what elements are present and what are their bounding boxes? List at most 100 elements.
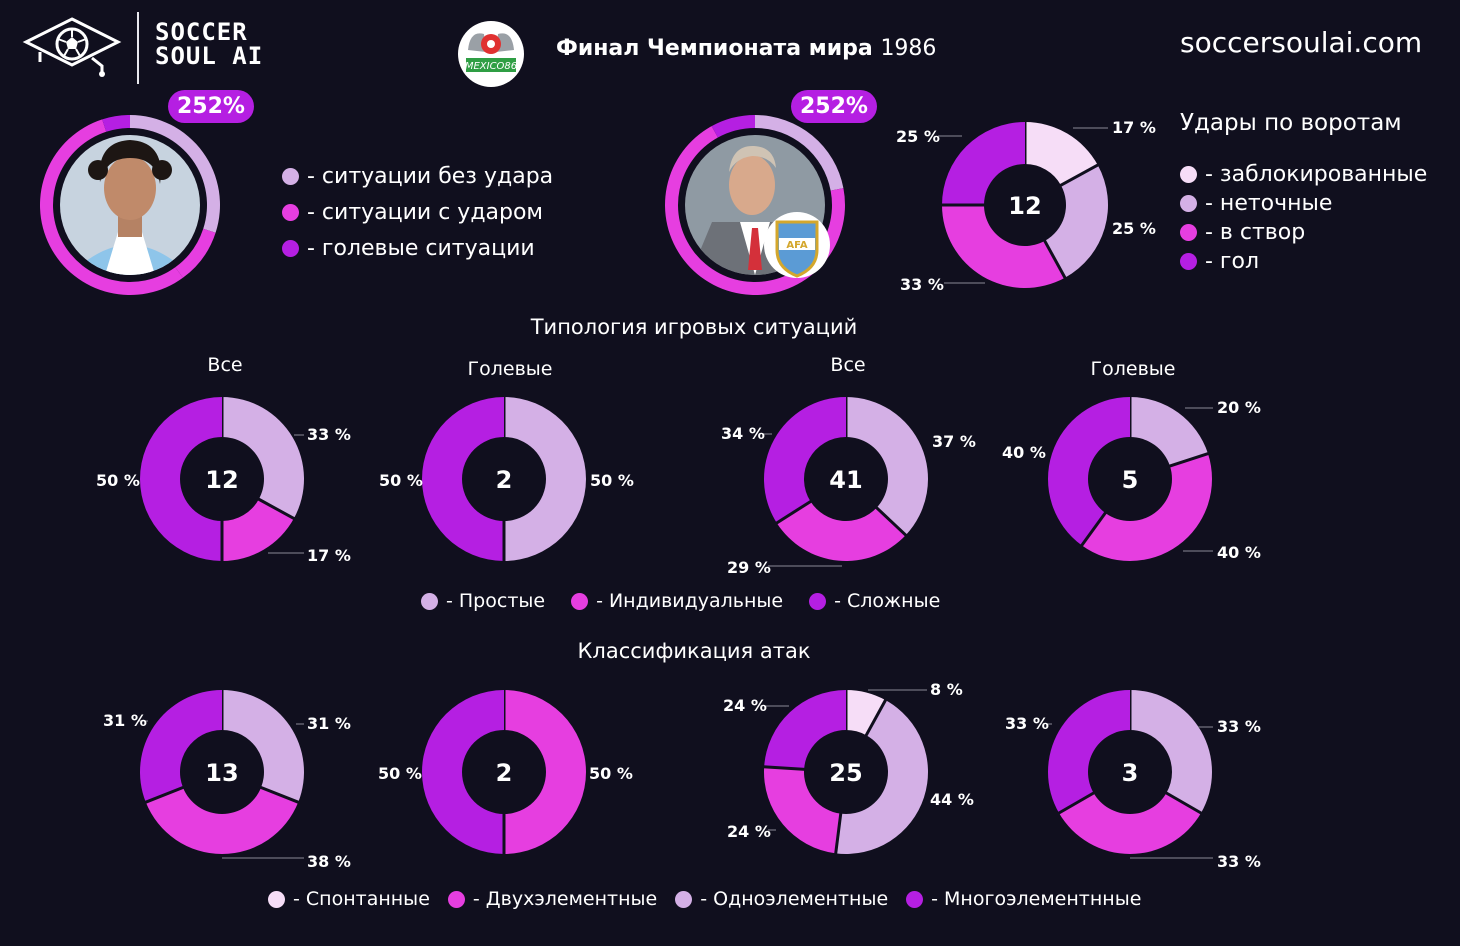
- afa-crest-icon: AFA: [764, 212, 830, 278]
- legend-label: - голевые ситуации: [307, 236, 535, 261]
- player-ring-slice: [102, 115, 130, 132]
- legend-dot: [675, 890, 693, 908]
- shots-legend: - заблокированные - неточные - в створ -…: [1180, 160, 1427, 276]
- donut-shots-slice: [1025, 122, 1098, 186]
- donut-att3-slice: [846, 690, 886, 736]
- slice-separator: [1168, 451, 1210, 468]
- maradona-portrait: [60, 135, 200, 275]
- donut-typ4-slice: [1048, 396, 1130, 546]
- slice-label: 17 %: [1112, 118, 1156, 137]
- donut-typ1-slice: [140, 397, 222, 561]
- donut-att3-slice: [835, 700, 929, 855]
- mexico86-emblem: MEXICO86: [456, 20, 526, 92]
- legend-dot: [447, 890, 465, 908]
- donut-att1-slice: [139, 690, 222, 803]
- title-bold: Финал Чемпионата мира: [556, 36, 873, 61]
- donut-total: 12: [1008, 192, 1041, 220]
- slice-label: 50 %: [96, 471, 140, 490]
- slice-label: 33 %: [1217, 852, 1261, 871]
- slice-separator: [763, 765, 806, 771]
- donut-typ1: 12 33 % 17 % 50 %: [96, 396, 351, 565]
- slice-label: 33 %: [1217, 717, 1261, 736]
- donut-total: 25: [829, 759, 862, 787]
- legend-label: - Спонтанные: [293, 888, 430, 910]
- player-ring-slice: [711, 115, 755, 138]
- legend-item-spontaneous: - Спонтанные: [268, 888, 430, 910]
- donut-total: 12: [205, 466, 238, 494]
- legend-dot: [421, 592, 438, 610]
- donut-shots-slice: [1044, 165, 1108, 278]
- typology-section-title: Типология игровых ситуаций: [530, 315, 858, 339]
- shots-legend-title: Удары по воротам: [1180, 110, 1402, 136]
- slice-separator: [874, 505, 908, 537]
- slice-label: 33 %: [900, 275, 944, 294]
- bilardo-portrait: AFA: [685, 135, 830, 278]
- slice-separator: [1080, 511, 1108, 548]
- attacks-legend: - Спонтанные - Двухэлементные - Одноэлем…: [268, 888, 1141, 910]
- legend-label: - заблокированные: [1205, 162, 1428, 187]
- donut-att3: 25 8 % 44 % 24 % 24 %: [723, 680, 974, 855]
- slice-label: 50 %: [589, 764, 633, 783]
- slice-separator: [259, 785, 300, 804]
- slice-label: 17 %: [307, 546, 351, 565]
- typology-legend: - Простые - Индивидуальные - Сложные: [421, 590, 940, 612]
- legend-dot: [282, 168, 299, 185]
- legend-item-goal: - гол: [1180, 247, 1427, 276]
- emblem-text: MEXICO86: [465, 61, 517, 72]
- player-ring-slice: [665, 126, 821, 295]
- donut-att3-slice: [764, 766, 841, 854]
- legend-item-goal: - голевые ситуации: [282, 236, 553, 261]
- legend-dot: [1180, 224, 1197, 241]
- brand-line-1: SOCCER: [155, 18, 248, 46]
- slice-separator: [1164, 791, 1203, 815]
- site-url[interactable]: soccersoulai.com: [1180, 26, 1423, 59]
- legend-label: - гол: [1205, 249, 1260, 274]
- title-year: 1986: [880, 36, 937, 61]
- slice-separator: [1059, 163, 1100, 188]
- legend-dot: [809, 592, 827, 610]
- donut-total: 5: [1122, 466, 1139, 494]
- donut-shots: 12 17 % 25 % 33 % 25 %: [896, 118, 1156, 294]
- slice-label: 34 %: [721, 424, 765, 443]
- donut-att1: 13 31 % 38 % 31 %: [103, 689, 351, 871]
- slice-separator: [775, 499, 813, 525]
- donut-att1-slice: [222, 690, 304, 803]
- chart-title-typ3: Все: [830, 354, 866, 376]
- donut-att2-slice: [504, 690, 586, 854]
- slice-label: 37 %: [932, 432, 976, 451]
- legend-label: - ситуации без удара: [307, 164, 554, 189]
- slice-label: 40 %: [1217, 543, 1261, 562]
- page-title: Финал Чемпионата мира 1986: [556, 36, 936, 61]
- donut-att2-slice: [422, 690, 504, 854]
- legend-dot: [1180, 166, 1197, 183]
- slice-label: 29 %: [727, 558, 771, 577]
- legend-dot: [1180, 253, 1197, 270]
- chart-title-typ1: Все: [207, 354, 243, 376]
- player-1-badge: 252%: [168, 90, 254, 123]
- legend-label: - неточные: [1205, 191, 1333, 216]
- slice-label: 20 %: [1217, 398, 1261, 417]
- slice-label: 25 %: [896, 127, 940, 146]
- donut-total: 41: [829, 466, 862, 494]
- slice-label: 33 %: [1005, 714, 1049, 733]
- legend-item-on-target: - в створ: [1180, 218, 1427, 247]
- chart-title-typ2: Голевые: [467, 358, 553, 380]
- attacks-section-title: Классификация атак: [577, 639, 811, 663]
- legend-label: - в створ: [1205, 220, 1306, 245]
- slice-label: 50 %: [590, 471, 634, 490]
- donut-typ2-slice: [422, 397, 504, 561]
- legend-item-simple: - Простые: [421, 590, 545, 612]
- slice-label: 50 %: [378, 764, 422, 783]
- slice-label: 44 %: [930, 790, 974, 809]
- brand-name: SOCCER SOUL AI: [155, 20, 263, 68]
- player-ring-slice: [175, 228, 216, 278]
- legend-item-inaccurate: - неточные: [1180, 189, 1427, 218]
- slice-separator: [257, 497, 296, 521]
- legend-label: - Индивидуальные: [596, 590, 784, 612]
- chart-title-typ4: Голевые: [1090, 358, 1176, 380]
- brand-line-2: SOUL AI: [155, 42, 264, 70]
- donut-typ4-slice: [1130, 397, 1208, 467]
- slice-label: 33 %: [307, 425, 351, 444]
- slice-label: 50 %: [379, 471, 423, 490]
